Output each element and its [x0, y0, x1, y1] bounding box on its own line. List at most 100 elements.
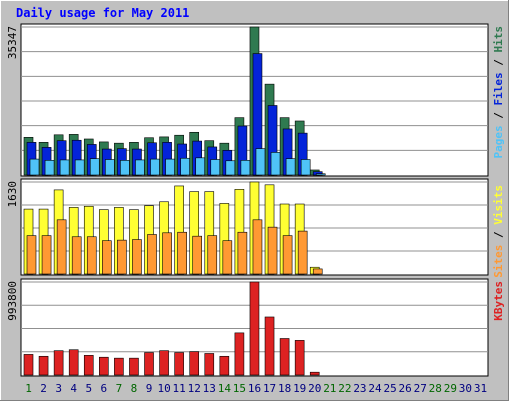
legend-hits: Hits: [492, 26, 505, 53]
bar-pages-day-15: [240, 160, 251, 176]
x-tick-day-23: 23: [353, 382, 366, 395]
panel-requests-legend: Pages / Files / Hits: [492, 26, 505, 159]
x-tick-day-8: 8: [131, 382, 138, 395]
panel-kbytes-max-label: 993800: [6, 281, 19, 321]
bar-pages-day-20: [315, 173, 326, 176]
bar-sites-day-20: [312, 268, 323, 275]
x-tick-day-21: 21: [323, 382, 336, 395]
x-tick-day-4: 4: [70, 382, 77, 395]
bar-kbytes-day-14: [219, 355, 230, 376]
bar-kbytes-day-12: [189, 351, 200, 376]
x-axis-day-labels: 1 2 3 4 5 6 7 8 9 10 11 12 13 14 15 16 17 18 19 20 21 22 23 24 2…: [25, 382, 487, 395]
x-tick-day-5: 5: [85, 382, 92, 395]
bar-sites-day-15: [237, 231, 248, 275]
x-tick-day-7: 7: [116, 382, 123, 395]
x-tick-day-29: 29: [444, 382, 457, 395]
x-tick-day-3: 3: [55, 382, 62, 395]
bar-sites-day-12: [192, 235, 203, 275]
x-tick-day-13: 13: [203, 382, 216, 395]
x-tick-day-31: 31: [474, 382, 487, 395]
x-tick-day-14: 14: [218, 382, 232, 395]
chart-title: Daily usage for May 2011: [16, 6, 189, 20]
bar-pages-day-5: [89, 158, 100, 176]
bar-sites-day-18: [282, 235, 293, 275]
bar-sites-day-7: [117, 239, 127, 275]
bar-pages-day-9: [150, 158, 160, 176]
bar-kbytes-day-10: [159, 350, 169, 376]
bar-pages-day-17: [270, 152, 281, 176]
x-tick-day-12: 12: [188, 382, 201, 395]
x-tick-day-6: 6: [101, 382, 108, 395]
bar-pages-day-2: [44, 160, 55, 176]
x-tick-day-10: 10: [157, 382, 170, 395]
bar-pages-day-16: [255, 148, 266, 176]
bar-kbytes-day-19: [294, 340, 305, 376]
x-tick-day-19: 19: [293, 382, 306, 395]
bar-kbytes-day-2: [38, 355, 49, 376]
bar-sites-day-19: [297, 230, 308, 275]
x-tick-day-17: 17: [263, 382, 276, 395]
chart-panels: 35347 Pages / Files / Hits 1630 Sites / Vis…: [6, 23, 505, 377]
bar-pages-day-4: [74, 159, 85, 176]
bar-kbytes-day-7: [114, 357, 124, 376]
x-tick-day-9: 9: [146, 382, 153, 395]
bar-kbytes-day-1: [23, 354, 34, 376]
panel-kbytes: 993800 KBytes: [6, 278, 505, 377]
x-tick-day-24: 24: [368, 382, 382, 395]
bar-pages-day-10: [165, 158, 175, 176]
panel-requests-max-label: 35347: [6, 26, 19, 59]
bar-kbytes-day-9: [144, 352, 154, 376]
panel-kbytes-legend: KBytes: [492, 281, 505, 321]
bar-kbytes-day-13: [204, 353, 215, 376]
bar-kbytes-day-6: [99, 356, 109, 376]
bar-sites-day-6: [102, 240, 112, 275]
x-tick-day-22: 22: [338, 382, 351, 395]
x-tick-day-15: 15: [233, 382, 246, 395]
bar-sites-day-3: [56, 219, 67, 275]
bar-kbytes-day-11: [174, 352, 184, 376]
legend-slash: /: [492, 106, 505, 126]
bar-pages-day-19: [300, 159, 311, 176]
bar-sites-day-17: [267, 226, 278, 275]
x-tick-day-2: 2: [40, 382, 47, 395]
bar-kbytes-day-15: [234, 332, 245, 376]
bar-pages-day-12: [195, 157, 206, 176]
bar-kbytes-day-5: [83, 355, 94, 376]
legend-slash: /: [492, 53, 505, 73]
bar-sites-day-16: [252, 219, 263, 275]
bar-sites-day-10: [162, 232, 172, 275]
legend-pages: Pages: [492, 125, 505, 158]
x-tick-day-18: 18: [278, 382, 291, 395]
x-tick-day-25: 25: [383, 382, 396, 395]
panel-visitors-legend: Sites / Visits: [492, 185, 505, 278]
bar-kbytes-day-8: [129, 357, 139, 376]
x-tick-day-27: 27: [414, 382, 427, 395]
x-tick-day-30: 30: [459, 382, 472, 395]
legend-slash: /: [492, 225, 505, 245]
legend-sites: Sites: [492, 245, 505, 278]
bar-kbytes-day-3: [53, 350, 64, 376]
bar-pages-day-11: [180, 157, 190, 176]
panel-requests: 35347 Pages / Files / Hits: [6, 23, 505, 177]
x-tick-day-1: 1: [25, 382, 32, 395]
bar-pages-day-7: [120, 160, 130, 176]
bar-kbytes-day-18: [279, 338, 290, 376]
legend-files: Files: [492, 72, 505, 105]
bar-kbytes-day-20: [309, 371, 320, 376]
x-tick-day-16: 16: [248, 382, 261, 395]
bar-kbytes-day-4: [68, 349, 79, 376]
legend-kbytes: KBytes: [492, 281, 505, 321]
bar-pages-day-3: [59, 159, 70, 176]
bar-pages-day-8: [135, 159, 145, 176]
legend-visits: Visits: [492, 185, 505, 225]
x-tick-day-28: 28: [429, 382, 442, 395]
x-tick-day-11: 11: [173, 382, 186, 395]
bar-sites-day-8: [132, 239, 142, 275]
bar-sites-day-11: [177, 231, 187, 275]
bar-pages-day-1: [29, 158, 40, 176]
bar-sites-day-2: [41, 235, 52, 275]
bar-kbytes-day-16: [249, 281, 260, 376]
x-tick-day-20: 20: [308, 382, 321, 395]
